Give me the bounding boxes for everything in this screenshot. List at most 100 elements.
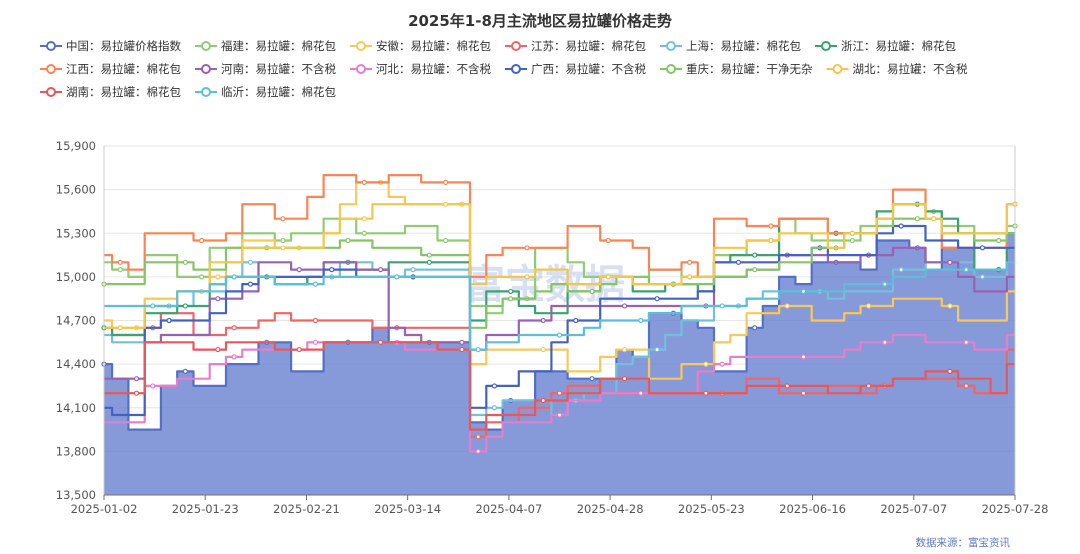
data-point: [377, 339, 384, 345]
data-point: [508, 296, 514, 302]
legend-label: 江苏：易拉罐：棉花包: [531, 39, 646, 53]
legend-marker-icon: [46, 64, 56, 74]
chart-title: 2025年1-8月主流地区易拉罐价格走势: [408, 12, 672, 30]
data-point: [947, 303, 953, 309]
data-point: [556, 332, 563, 338]
data-point: [963, 339, 969, 345]
x-tick-label: 2025-07-07: [880, 502, 947, 516]
data-point: [963, 383, 969, 389]
legend-label: 江西：易拉罐：棉花包: [66, 62, 181, 76]
data-point: [117, 267, 123, 273]
data-point: [280, 216, 286, 222]
index-area-fill: [104, 233, 1015, 496]
data-point: [475, 434, 481, 440]
legend-item[interactable]: 广西：易拉罐：不含税: [505, 62, 646, 76]
data-point: [898, 267, 904, 273]
data-point: [605, 237, 611, 244]
series-line: [104, 341, 1015, 431]
data-point: [215, 274, 221, 280]
x-tick-label: 2025-02-21: [273, 502, 340, 516]
data-point: [800, 288, 807, 295]
data-point: [394, 274, 400, 280]
data-point: [654, 346, 660, 353]
data-point: [182, 303, 188, 309]
data-point: [199, 237, 205, 244]
legend-item[interactable]: 河北：易拉罐：不含税: [350, 62, 491, 76]
data-point: [687, 259, 693, 265]
data-point: [621, 303, 628, 309]
data-point: [540, 397, 546, 404]
legend-item[interactable]: 安徽：易拉罐：棉花包: [350, 39, 491, 53]
data-point: [540, 346, 546, 353]
data-point: [361, 216, 367, 222]
legend-label: 广西：易拉罐：不含税: [531, 62, 646, 76]
data-point: [703, 361, 709, 367]
data-point: [280, 245, 286, 251]
legend-item[interactable]: 福建：易拉罐：棉花包: [195, 39, 336, 53]
data-point: [979, 245, 986, 251]
data-point: [605, 274, 611, 280]
legend-marker-icon: [832, 64, 843, 74]
data-point: [865, 303, 872, 309]
legend-marker-icon: [356, 64, 366, 74]
data-point: [312, 339, 319, 345]
data-source-note: 数据来源：富宝资讯: [916, 536, 1011, 549]
data-point: [524, 245, 530, 251]
data-point: [150, 383, 156, 389]
legend-label: 河北：易拉罐：不含税: [376, 62, 491, 76]
data-point: [882, 281, 888, 287]
data-point: [312, 317, 319, 324]
legend-item[interactable]: 中国：易拉罐价格指数: [40, 39, 181, 53]
data-point: [133, 376, 140, 382]
data-point: [573, 317, 579, 324]
legend-marker-icon: [201, 64, 211, 74]
legend-label: 安徽：易拉罐：棉花包: [376, 39, 491, 53]
x-tick-label: 2025-01-02: [71, 502, 138, 516]
data-point: [524, 274, 530, 280]
axes: 13,500 13,800 14,100 14,400 14,700 15,000 15,3…: [56, 139, 1049, 516]
series-line: [104, 312, 1015, 438]
data-point: [784, 383, 790, 389]
data-point: [638, 317, 644, 324]
series-group: [104, 261, 1015, 353]
data-point: [752, 325, 758, 331]
legend-item[interactable]: 重庆：易拉罐：干净无杂: [660, 62, 813, 76]
data-point: [800, 390, 807, 396]
series-group: [104, 223, 1015, 417]
data-point: [133, 390, 140, 396]
x-tick-label: 2025-01-23: [172, 502, 239, 516]
data-point: [621, 346, 628, 353]
x-tick-label: 2025-05-23: [678, 502, 745, 516]
legend-item[interactable]: 临沂：易拉罐：棉花包: [195, 85, 336, 99]
data-point: [589, 376, 595, 382]
legend-item[interactable]: 上海：易拉罐：棉花包: [660, 39, 801, 53]
data-point: [638, 390, 644, 396]
data-point: [296, 267, 302, 273]
y-tick-label: 13,500: [56, 488, 96, 502]
legend-label: 河南：易拉罐：不含税: [221, 62, 336, 76]
series-line: [104, 203, 1015, 329]
legend-marker-icon: [511, 41, 521, 51]
legend-label: 湖南：易拉罐：棉花包: [66, 85, 181, 99]
legend-item[interactable]: 江苏：易拉罐：棉花包: [505, 39, 646, 53]
legend-item[interactable]: 河南：易拉罐：不含税: [195, 62, 336, 76]
data-point: [589, 288, 595, 295]
data-point: [849, 237, 855, 244]
series-line: [104, 224, 1015, 417]
data-point: [247, 281, 254, 287]
legend-item[interactable]: 湖北：易拉罐：不含税: [826, 62, 968, 76]
y-tick-label: 15,600: [56, 183, 96, 197]
legend-item[interactable]: 江西：易拉罐：棉花包: [40, 62, 181, 76]
legend-label: 重庆：易拉罐：干净无杂: [686, 62, 813, 76]
data-point: [443, 201, 449, 207]
data-point: [687, 274, 693, 280]
y-tick-label: 15,300: [56, 226, 96, 240]
legend-item[interactable]: 浙江：易拉罐：棉花包: [815, 39, 956, 53]
data-point: [979, 274, 986, 280]
data-point: [719, 361, 725, 367]
legend-item[interactable]: 湖南：易拉罐：棉花包: [40, 85, 181, 99]
data-point: [443, 179, 449, 185]
legend-marker-icon: [356, 41, 366, 51]
data-point: [426, 259, 432, 265]
